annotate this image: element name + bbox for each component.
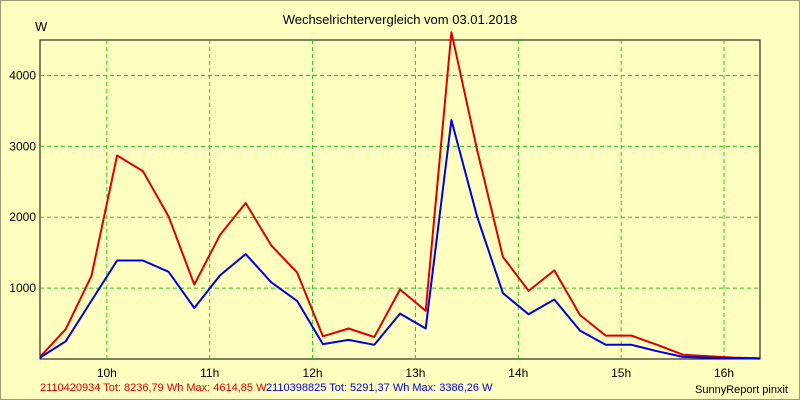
plot-area bbox=[39, 39, 761, 360]
grid-lines bbox=[40, 40, 760, 359]
y-tick-label: 3000 bbox=[9, 139, 36, 153]
x-tick-label: 10h bbox=[97, 366, 117, 380]
series-layer bbox=[39, 31, 761, 360]
x-tick-label: 12h bbox=[303, 366, 323, 380]
x-tick-label: 14h bbox=[508, 366, 528, 380]
y-tick-label: 2000 bbox=[9, 210, 36, 224]
x-tick-label: 11h bbox=[200, 366, 219, 380]
x-tick-label: 15h bbox=[611, 366, 631, 380]
series-line-2110420934 bbox=[39, 31, 761, 360]
y-axis-unit: W bbox=[35, 19, 48, 34]
series-line-2110398825 bbox=[39, 119, 761, 360]
legend-series-2: 2110398825 Tot: 5291,37 Wh Max: 3386,26 … bbox=[266, 382, 493, 394]
credit-text: SunnyReport pinxit bbox=[695, 384, 788, 396]
y-tick-label: 4000 bbox=[9, 68, 36, 82]
x-tick-label: 16h bbox=[714, 366, 734, 380]
x-tick-label: 13h bbox=[405, 366, 425, 380]
chart-title: Wechselrichtervergleich vom 03.01.2018 bbox=[283, 12, 518, 27]
y-tick-label: 1000 bbox=[9, 281, 36, 295]
legend-series-1: 2110420934 Tot: 8236,79 Wh Max: 4614,85 … bbox=[40, 382, 267, 394]
tick-layer: 1000 2000 3000 4000 10h 11h 12h 13h 14h 15h 16h bbox=[9, 68, 734, 380]
